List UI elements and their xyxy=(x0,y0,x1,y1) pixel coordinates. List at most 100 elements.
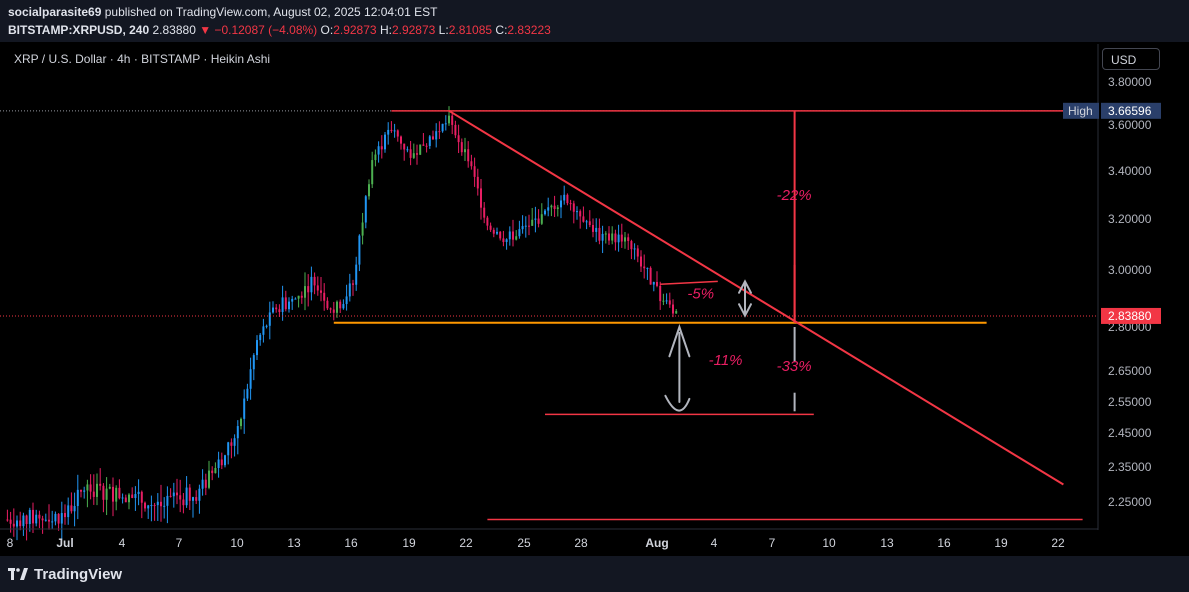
candle-body xyxy=(499,231,502,239)
candle-body xyxy=(131,494,134,499)
annotation-text[interactable]: -5% xyxy=(687,286,714,303)
measure-5-cap[interactable] xyxy=(660,280,718,285)
candle-body xyxy=(204,479,207,488)
candle-body xyxy=(86,484,89,491)
price-tick-label: 3.80000 xyxy=(1108,75,1152,89)
time-axis[interactable]: 8 Jul 4 7 10 13 16 19 22 25 28 Aug 4 7 10 13 16 19 22 xyxy=(0,528,1098,550)
candle-body xyxy=(220,459,223,466)
candle-body xyxy=(92,491,95,497)
candle-body xyxy=(521,226,524,230)
high-label-bg xyxy=(1063,102,1099,119)
candle-body xyxy=(435,131,438,140)
candle-body xyxy=(492,229,495,234)
price-tick-label: 2.35000 xyxy=(1108,460,1152,474)
high-value-bg xyxy=(1101,102,1161,119)
candle-body xyxy=(192,497,194,501)
candle-body xyxy=(291,298,294,302)
tradingview-logo-icon xyxy=(8,568,28,580)
candle-body xyxy=(665,300,668,302)
candle-body xyxy=(48,519,50,522)
candle-body xyxy=(64,513,66,518)
candle-body xyxy=(582,216,585,222)
candle-body xyxy=(144,502,146,509)
candle-body xyxy=(464,149,466,153)
arrow-up-head[interactable] xyxy=(668,323,691,358)
candle-body xyxy=(252,355,255,370)
candle-body xyxy=(432,136,434,140)
candle-body xyxy=(102,485,105,500)
candle-body xyxy=(265,325,268,327)
candle-body xyxy=(288,301,290,310)
candle-body xyxy=(544,210,546,215)
candle-body xyxy=(28,509,31,524)
chart-area[interactable]: -22% -5% -11% -33% 3.80000 3.60000 3.40000 3.2… xyxy=(0,44,1189,554)
candle-body xyxy=(233,438,236,446)
candle-body xyxy=(19,520,22,527)
candle-body xyxy=(208,470,210,488)
footer-bar xyxy=(0,556,1189,592)
candle-body xyxy=(124,497,127,503)
open-value: 2.92873 xyxy=(333,23,377,37)
candle-body xyxy=(515,236,518,240)
price-tick-label: 2.65000 xyxy=(1108,364,1152,378)
candle-body xyxy=(156,501,159,506)
candle-body xyxy=(512,231,514,240)
candle-body xyxy=(377,146,380,155)
candle-body xyxy=(633,248,636,250)
candle-body xyxy=(316,285,319,291)
time-tick-label: 25 xyxy=(517,536,531,550)
candle-body xyxy=(473,166,476,177)
candle-body xyxy=(140,491,143,503)
candle-body xyxy=(153,505,156,507)
candle-body xyxy=(16,520,18,527)
candle-body xyxy=(672,304,674,314)
time-tick-label: 4 xyxy=(711,536,718,550)
time-tick-label: 22 xyxy=(459,536,473,550)
time-tick-label: 16 xyxy=(937,536,951,550)
ohlc-line: BITSTAMP:XRPUSD, 240 2.83880 ▼ −0.12087 … xyxy=(8,23,551,37)
candle-body xyxy=(595,227,598,232)
candle-body xyxy=(640,256,642,267)
candle-body xyxy=(569,203,572,205)
price-axis[interactable]: 3.800003.600003.400003.200003.000002.800… xyxy=(1063,44,1189,554)
candle-body xyxy=(198,488,201,501)
candle-body xyxy=(256,340,258,356)
price-tick-label: 3.00000 xyxy=(1108,263,1152,277)
chart-svg[interactable]: -22% -5% -11% -33% 3.80000 3.60000 3.40000 3.2… xyxy=(0,44,1189,554)
candle-body xyxy=(457,135,460,143)
price-tick-label: 2.55000 xyxy=(1108,395,1152,409)
candle-body xyxy=(624,237,626,242)
candle-body xyxy=(163,505,166,507)
candle-body xyxy=(524,225,527,227)
candle-body xyxy=(652,281,655,285)
time-tick-label: 22 xyxy=(1051,536,1065,550)
drawing-trendline[interactable] xyxy=(448,109,1064,486)
annotation-text[interactable]: -22% xyxy=(777,187,812,204)
candle-body xyxy=(483,207,486,218)
currency-button[interactable]: USD xyxy=(1102,48,1160,70)
candle-body xyxy=(384,134,386,150)
candle-body xyxy=(662,300,665,302)
candle-body xyxy=(470,161,473,167)
candle-body xyxy=(76,489,79,507)
candle-body xyxy=(601,233,604,241)
candle-body xyxy=(627,237,630,242)
candle-body xyxy=(576,211,578,213)
annotation-text[interactable]: -11% xyxy=(709,352,743,369)
price-axis-bg[interactable] xyxy=(1098,44,1189,554)
candle-body xyxy=(166,495,169,506)
open-label: O: xyxy=(320,23,334,37)
double-arrow-small[interactable] xyxy=(738,279,752,318)
candle-body xyxy=(540,214,543,224)
last-price-label: 2.83880 xyxy=(1108,309,1152,323)
author-name[interactable]: socialparasite69 xyxy=(8,5,102,19)
candle-body xyxy=(400,136,402,144)
candle-body xyxy=(604,233,607,235)
candle-body xyxy=(620,234,623,242)
candle-body xyxy=(326,300,329,309)
arrow-bottom-curl[interactable] xyxy=(664,394,691,412)
high-label-text: High xyxy=(1068,104,1093,118)
candle-body xyxy=(374,154,377,161)
candle-body xyxy=(643,266,646,269)
annotation-text[interactable]: -33% xyxy=(777,358,812,375)
